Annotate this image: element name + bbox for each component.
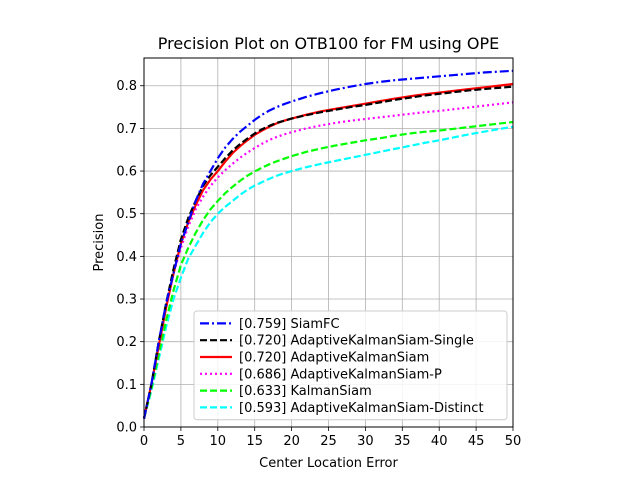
y-tick-label: 0.5 <box>116 207 137 222</box>
x-axis-label: Center Location Error <box>259 456 398 471</box>
y-axis-label: Precision <box>92 213 107 271</box>
y-tick-label: 0.0 <box>116 421 137 436</box>
legend-label-0: [0.759] SiamFC <box>239 317 340 332</box>
x-tick-label: 20 <box>283 434 300 449</box>
chart-title: Precision Plot on OTB100 for FM using OP… <box>158 34 500 53</box>
x-tick-label: 40 <box>431 434 448 449</box>
y-tick-label: 0.1 <box>116 378 137 393</box>
legend: [0.759] SiamFC [0.720] AdaptiveKalmanSiam… <box>193 310 508 421</box>
x-tick-label: 5 <box>177 434 185 449</box>
x-tick-label: 10 <box>210 434 227 449</box>
series-line-0 <box>142 69 514 419</box>
series-line-5 <box>142 125 514 419</box>
legend-label-3: [0.686] AdaptiveKalmanSiam-P <box>239 367 442 382</box>
x-tick-label: 50 <box>505 434 522 449</box>
series-line-1 <box>142 85 514 419</box>
y-tick-label: 0.6 <box>116 165 137 180</box>
x-tick-label: 30 <box>357 434 374 449</box>
x-tick-label: 35 <box>394 434 411 449</box>
axis-ticks: 0 5 10 15 20 25 30 35 40 45 50 0.0 0.1 0.2 0.3 0.4 0.5 0.… <box>116 79 521 449</box>
x-tick-label: 15 <box>246 434 263 449</box>
series-lines <box>142 69 514 419</box>
legend-box <box>193 310 508 421</box>
legend-label-1: [0.720] AdaptiveKalmanSiam-Single <box>239 334 474 349</box>
legend-label-5: [0.593] AdaptiveKalmanSiam-Distinct <box>239 401 484 416</box>
series-line-4 <box>142 120 514 419</box>
y-tick-label: 0.4 <box>116 250 137 265</box>
y-tick-label: 0.7 <box>116 122 137 137</box>
legend-label-4: [0.633] KalmanSiam <box>239 384 372 399</box>
y-tick-label: 0.3 <box>116 293 137 308</box>
x-tick-label: 25 <box>320 434 337 449</box>
y-tick-label: 0.8 <box>116 79 137 94</box>
y-tick-label: 0.2 <box>116 335 137 350</box>
x-tick-label: 0 <box>140 434 148 449</box>
legend-label-2: [0.720] AdaptiveKalmanSiam <box>239 351 429 366</box>
x-tick-label: 45 <box>468 434 485 449</box>
